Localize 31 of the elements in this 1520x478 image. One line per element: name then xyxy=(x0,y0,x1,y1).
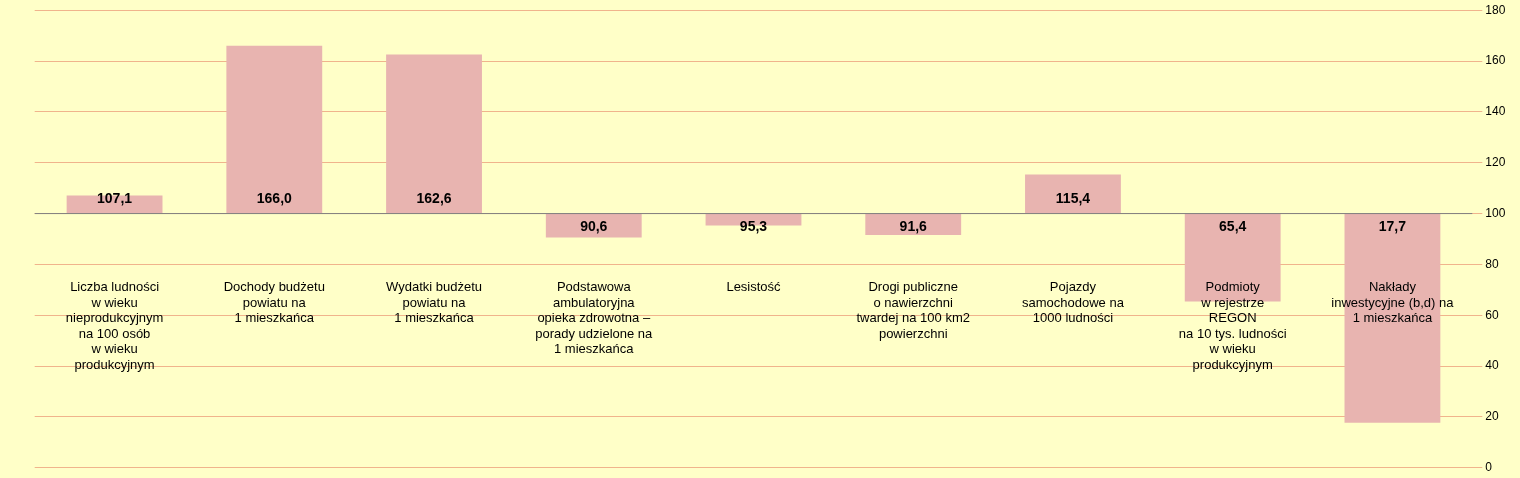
y-tick-label: 20 xyxy=(1485,409,1499,424)
data-label: 90,6 xyxy=(580,218,608,235)
y-tick-label: 60 xyxy=(1485,307,1499,322)
y-tick-label: 140 xyxy=(1485,104,1506,119)
data-label: 91,6 xyxy=(899,218,928,235)
y-tick-label: 180 xyxy=(1485,2,1506,17)
data-label: 95,3 xyxy=(739,218,768,235)
x-tick-label: Nakłady inwestycyjne (b,d) na 1 mieszkańca xyxy=(1331,278,1455,326)
data-label: 65,4 xyxy=(1219,218,1247,235)
x-tick-label: Drogi publiczne o nawierzchni twardej na 100 km2 powierzchni xyxy=(856,278,970,341)
x-tick-label: Pojazdy samochodowe na 1000 ludności xyxy=(1022,278,1125,326)
x-tick-label: Liczba ludności w wieku nieprodukcyjnym na 100 osób w wieku produkcyjnym xyxy=(65,278,164,372)
x-tick-label: Dochody budżetu powiatu na 1 mieszkańca xyxy=(223,278,325,326)
y-tick-label: 0 xyxy=(1485,460,1493,475)
data-label: 115,4 xyxy=(1055,190,1091,207)
bar xyxy=(226,45,323,214)
x-tick-label: Podmioty w rejestrze REGON na 10 tys. ludności w wieku produkcyjnym xyxy=(1178,278,1287,372)
data-label: 166,0 xyxy=(256,190,293,207)
bar xyxy=(386,54,482,214)
x-tick-label: Wydatki budżetu powiatu na 1 mieszkańca xyxy=(386,278,483,326)
data-label: 17,7 xyxy=(1378,218,1407,235)
y-tick-label: 40 xyxy=(1485,358,1499,373)
data-label: 162,6 xyxy=(416,190,452,207)
y-tick-label: 100 xyxy=(1485,205,1506,220)
x-tick-label: Lesistość xyxy=(726,278,782,294)
y-tick-label: 120 xyxy=(1485,155,1506,170)
x-tick-label: Podstawowa ambulatoryjna opieka zdrowotna – porady udzielone na 1 mieszkańca xyxy=(535,278,654,357)
data-label: 107,1 xyxy=(97,190,133,207)
bar xyxy=(1025,174,1121,214)
y-tick-label: 80 xyxy=(1485,256,1499,271)
y-tick-label: 160 xyxy=(1485,53,1506,68)
